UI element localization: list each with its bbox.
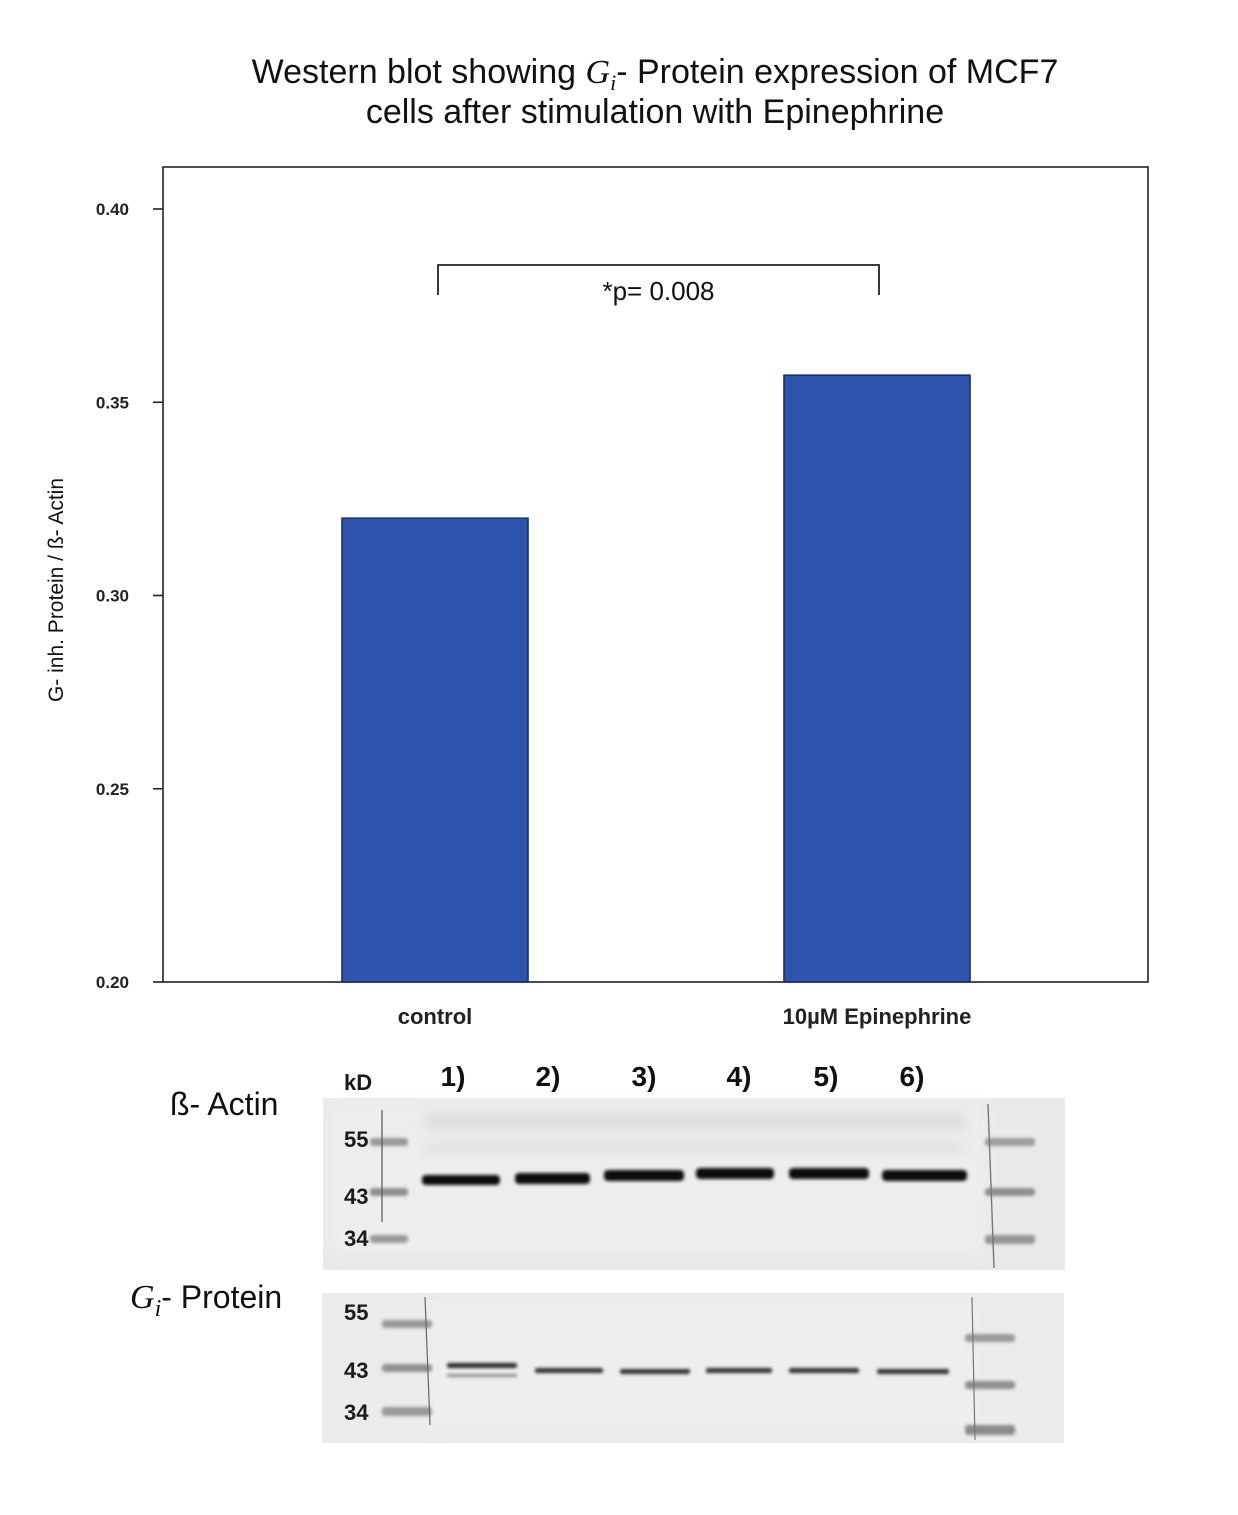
y-tick-label: 0.25 xyxy=(96,780,129,799)
bar xyxy=(341,517,529,983)
lane-label: 5) xyxy=(814,1061,839,1092)
lane-label: 3) xyxy=(632,1061,657,1092)
lane-label: 2) xyxy=(536,1061,561,1092)
lane-label: 1) xyxy=(441,1061,466,1092)
x-category-label: 10µM Epinephrine xyxy=(783,1004,972,1029)
kd-header: kD xyxy=(344,1070,372,1095)
kd-marker: 55 xyxy=(344,1300,368,1325)
y-tick-label: 0.35 xyxy=(96,393,129,412)
blot-image-gi-protein: 55 43 34 xyxy=(322,1293,1064,1443)
lane-label: 4) xyxy=(727,1061,752,1092)
kd-marker: 34 xyxy=(344,1226,369,1251)
x-category-label: control xyxy=(398,1004,473,1029)
bar-series xyxy=(341,374,971,983)
plot-frame xyxy=(162,166,1149,983)
lane-label: 6) xyxy=(900,1061,925,1092)
y-axis-label: G- inh. Protein / ß- Actin xyxy=(45,478,68,702)
lane-labels: 1) 2) 3) 4) 5) 6) xyxy=(441,1061,925,1092)
chart-title-line1: Western blot showing Gi- Protein express… xyxy=(252,53,1059,95)
significance-label: *p= 0.008 xyxy=(602,276,714,306)
y-tick-label: 0.20 xyxy=(96,973,129,992)
kd-marker: 43 xyxy=(344,1358,368,1383)
chart-title-line2: cells after stimulation with Epinephrine xyxy=(366,93,944,131)
blot-label-beta-actin: ß- Actin xyxy=(170,1086,278,1122)
y-tick-label: 0.30 xyxy=(96,587,129,606)
bar xyxy=(783,374,971,983)
y-axis: 0.20 0.25 0.30 0.35 0.40 xyxy=(96,200,163,992)
blot-label-gi-protein: Gi- Protein xyxy=(130,1279,282,1322)
kd-marker: 43 xyxy=(344,1184,368,1209)
significance-bracket xyxy=(437,264,880,295)
blot-image-beta-actin: 55 43 34 xyxy=(323,1098,1065,1270)
kd-marker: 55 xyxy=(344,1127,368,1152)
y-tick-label: 0.40 xyxy=(96,200,129,219)
kd-marker: 34 xyxy=(344,1400,369,1425)
x-axis: control 10µM Epinephrine xyxy=(398,1004,972,1029)
